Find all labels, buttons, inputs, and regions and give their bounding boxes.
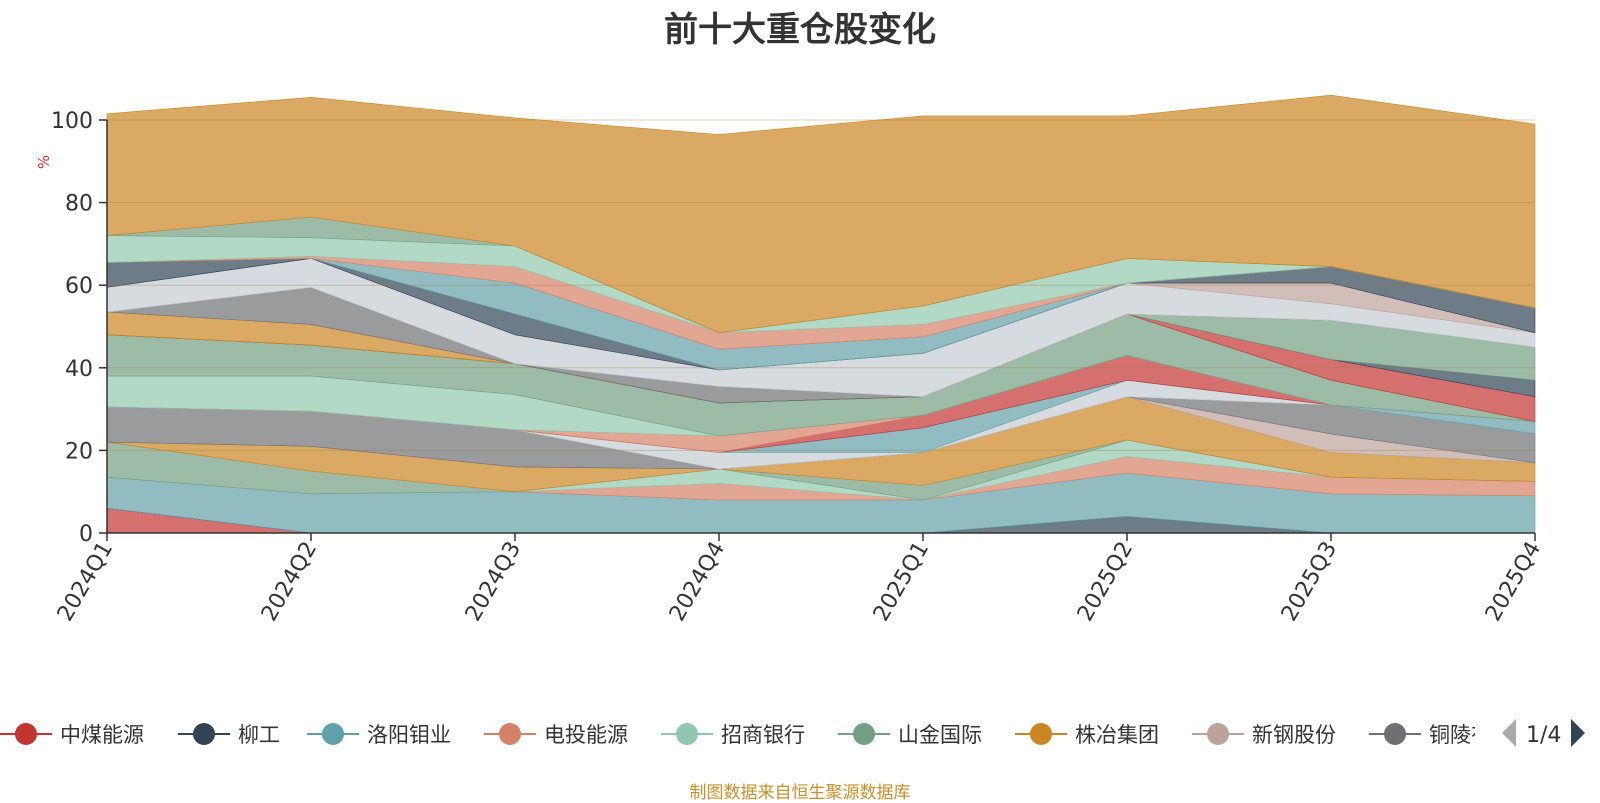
chevron-left-icon[interactable] <box>1500 718 1518 752</box>
legend-item[interactable]: 中煤能源 <box>0 714 144 754</box>
legend-marker-icon <box>0 723 52 745</box>
legend-marker-icon <box>484 723 536 745</box>
legend-pager: 1/4 <box>1500 718 1587 752</box>
y-tick-label: 80 <box>65 192 93 217</box>
legend-item[interactable]: 山金国际 <box>838 714 982 754</box>
x-tick-label: 2025Q2 <box>1073 538 1138 626</box>
x-tick-label: 2024Q1 <box>53 538 118 626</box>
legend-item[interactable]: 电投能源 <box>484 714 628 754</box>
area-bands <box>106 94 1536 534</box>
legend-marker-icon <box>661 723 713 745</box>
legend-marker-icon <box>178 723 230 745</box>
legend-page-indicator: 1/4 <box>1526 722 1562 748</box>
legend-item[interactable]: 株冶集团 <box>1015 714 1159 754</box>
stacked-area-chart: 0 20 40 60 80 100 2024Q1 2024Q2 2024Q3 2024Q4 2025… <box>35 94 1546 626</box>
legend-marker-icon <box>838 723 890 745</box>
legend-label: 柳工 <box>238 723 280 747</box>
area-band-27 <box>106 94 1536 334</box>
legend-label: 铜陵有色 <box>1429 723 1475 747</box>
legend-item[interactable]: 招商银行 <box>661 714 805 754</box>
legend-item[interactable]: 新钢股份 <box>1192 714 1336 754</box>
x-tick-label: 2024Q4 <box>665 538 730 626</box>
legend: 中煤能源 柳工 洛阳钼业 电投能源 招商银行 山金国际 株冶集团 新钢股份 铜陵有色 <box>0 714 1600 754</box>
x-tick-label: 2024Q2 <box>257 538 322 626</box>
legend-label: 株冶集团 <box>1075 723 1159 747</box>
legend-marker-icon <box>1369 723 1421 745</box>
y-tick-label: 60 <box>65 274 93 299</box>
legend-marker-icon <box>1015 723 1067 745</box>
y-tick-label: 100 <box>51 109 93 134</box>
y-tick-label: 20 <box>65 439 93 464</box>
legend-viewport: 中煤能源 柳工 洛阳钼业 电投能源 招商银行 山金国际 株冶集团 新钢股份 铜陵有色 <box>0 714 1475 754</box>
legend-label: 电投能源 <box>544 723 628 747</box>
legend-label: 洛阳钼业 <box>367 723 451 747</box>
legend-item[interactable]: 铜陵有色 <box>1369 714 1475 754</box>
grid-lines <box>107 119 1535 451</box>
y-tick-label: 40 <box>65 357 93 382</box>
legend-item[interactable]: 柳工 <box>178 714 280 754</box>
legend-label: 中煤能源 <box>60 723 144 747</box>
legend-label: 山金国际 <box>898 723 982 747</box>
legend-label: 新钢股份 <box>1252 723 1336 747</box>
y-tick-label: 0 <box>79 522 93 547</box>
legend-item[interactable]: 洛阳钼业 <box>307 714 451 754</box>
source-note: 制图数据来自恒生聚源数据库 <box>689 783 911 803</box>
x-tick-label: 2025Q3 <box>1277 538 1342 626</box>
x-tick-label: 2024Q3 <box>461 538 526 626</box>
legend-marker-icon <box>1192 723 1244 745</box>
chart-title: 前十大重仓股变化 <box>664 10 936 50</box>
legend-label: 招商银行 <box>721 723 805 747</box>
x-tick-label: 2025Q1 <box>869 538 934 626</box>
chevron-right-icon[interactable] <box>1569 718 1587 752</box>
legend-marker-icon <box>307 723 359 745</box>
y-axis-label: % <box>35 155 53 169</box>
x-tick-label: 2025Q4 <box>1481 538 1546 626</box>
